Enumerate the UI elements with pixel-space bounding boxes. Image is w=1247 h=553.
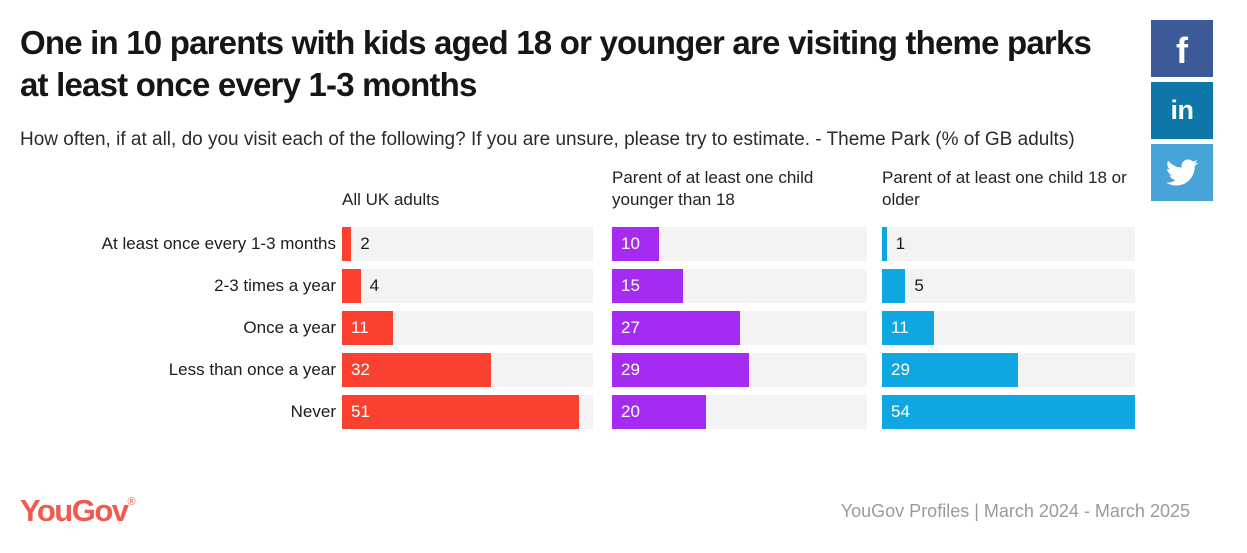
bar-value-label: 5 <box>914 276 924 295</box>
bar-track: 15 <box>612 269 867 303</box>
chart-row: Never 51 20 54 <box>20 395 1247 429</box>
bar <box>882 269 906 303</box>
bar-value-label: 20 <box>621 402 640 421</box>
facebook-icon: f <box>1176 29 1188 71</box>
bar-value-label: 10 <box>621 234 640 253</box>
chart-row: 2-3 times a year 4 15 5 <box>20 269 1247 303</box>
bar-track: 29 <box>612 353 867 387</box>
page-title: One in 10 parents with kids aged 18 or y… <box>20 24 1092 103</box>
bar-value-label: 11 <box>351 318 369 337</box>
facebook-share-button[interactable]: f <box>1151 20 1213 77</box>
category-label: Less than once a year <box>168 360 336 379</box>
theme-park-frequency-chart: All UK adults Parent of at least one chi… <box>20 167 1247 429</box>
bar-value-label: 54 <box>891 402 910 421</box>
bar-value-label: 29 <box>621 360 640 379</box>
chart-rows: At least once every 1-3 months 2 10 1 2-3 ti… <box>20 227 1247 429</box>
source-attribution: YouGov Profiles | March 2024 - March 202… <box>840 500 1190 521</box>
bar-value-label: 2 <box>360 234 370 253</box>
twitter-share-button[interactable] <box>1151 144 1213 201</box>
bar: 20 <box>612 395 707 429</box>
category-label: Once a year <box>243 318 336 337</box>
bar-value-label: 4 <box>369 276 380 295</box>
bar-track: 51 <box>342 395 593 429</box>
bar-track: 29 <box>882 353 1135 387</box>
bar: 32 <box>342 353 491 387</box>
bar <box>342 269 361 303</box>
bar-value-label: 27 <box>621 318 640 337</box>
bar: 27 <box>612 311 740 345</box>
category-label: At least once every 1-3 months <box>101 234 336 253</box>
column-header-parent-child-18-older: Parent of at least one child 18 or older <box>882 168 1127 209</box>
bar: 29 <box>882 353 1018 387</box>
registered-mark: ® <box>127 496 136 508</box>
bar: 10 <box>612 227 660 261</box>
bar-track: 27 <box>612 311 867 345</box>
bar: 11 <box>882 311 934 345</box>
bar-track: 20 <box>612 395 867 429</box>
column-header-row: All UK adults Parent of at least one chi… <box>20 167 1247 227</box>
chart-row: At least once every 1-3 months 2 10 1 <box>20 227 1247 261</box>
bar-track: 2 <box>342 227 593 261</box>
bar-track: 5 <box>882 269 1135 303</box>
bar: 29 <box>612 353 749 387</box>
bar: 11 <box>342 311 394 345</box>
bar <box>882 227 887 261</box>
twitter-icon <box>1166 159 1198 186</box>
bar: 15 <box>612 269 683 303</box>
chart-subtitle: How often, if at all, do you visit each … <box>20 129 1075 150</box>
bar-track: 11 <box>882 311 1135 345</box>
bar-value-label: 32 <box>351 360 370 379</box>
bar: 51 <box>342 395 580 429</box>
column-header-parent-child-younger-18: Parent of at least one child younger tha… <box>612 168 814 209</box>
bar-value-label: 1 <box>895 234 906 253</box>
yougov-logo: YouGov® <box>20 493 136 529</box>
yougov-logo-text: YouGov <box>20 493 129 528</box>
bar-value-label: 51 <box>351 402 370 421</box>
bar-track: 32 <box>342 353 593 387</box>
bar-track: 4 <box>342 269 593 303</box>
chart-row: Once a year 11 27 11 <box>20 311 1247 345</box>
chart-row: Less than once a year 32 29 29 <box>20 353 1247 387</box>
column-header-all-uk-adults: All UK adults <box>342 190 440 209</box>
bar-value-label: 11 <box>891 318 909 337</box>
category-label: 2-3 times a year <box>214 276 336 295</box>
footer: YouGov® YouGov Profiles | March 2024 - M… <box>20 493 1190 529</box>
bar-track: 10 <box>612 227 867 261</box>
bar-value-label: 15 <box>621 276 640 295</box>
bar-track: 11 <box>342 311 593 345</box>
bar <box>342 227 352 261</box>
linkedin-share-button[interactable]: in <box>1151 82 1213 139</box>
category-label: Never <box>290 402 336 421</box>
bar-track: 54 <box>882 395 1135 429</box>
linkedin-icon: in <box>1170 95 1195 125</box>
social-share-rail: f in <box>1151 20 1213 206</box>
bar-value-label: 29 <box>891 360 910 379</box>
bar: 54 <box>882 395 1135 429</box>
bar-track: 1 <box>882 227 1135 261</box>
